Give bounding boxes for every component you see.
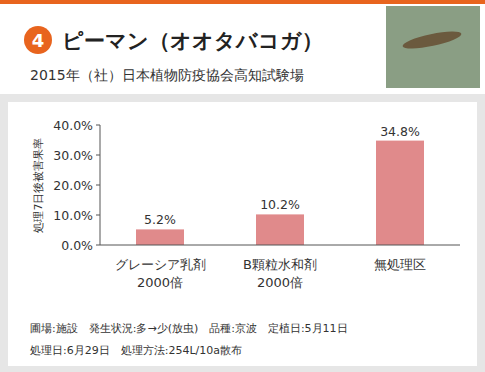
y-tick-label: 10.0%: [53, 208, 93, 223]
photo-caterpillar: [401, 28, 462, 52]
y-axis-label: 処理7日後被害果率: [32, 138, 45, 233]
x-tick-label-line: 2000倍: [257, 275, 303, 290]
x-tick-label: グレーシア乳剤 2000倍: [115, 257, 206, 290]
root: 4 ピーマン（オオタバコガ） 2015年（社）日本植物防疫協会高知試験場処理7日後被…: [0, 0, 485, 372]
bar: [136, 229, 184, 245]
x-tick-label-line: B顆粒水和剤: [243, 257, 317, 272]
top-stripe: [0, 0, 485, 4]
y-tick: [96, 215, 100, 216]
y-tick-label: 30.0%: [53, 148, 93, 163]
footer-line: 処理日:6月29日 処理方法:254L/10a散布: [30, 344, 242, 357]
bar: [376, 141, 424, 245]
data-label: 5.2%: [144, 212, 176, 227]
y-tick: [96, 245, 100, 246]
x-tick-label-line: グレーシア乳剤: [115, 257, 206, 272]
footer-line: 圃場:施設 発生状況:多→少(放虫) 品種:京波 定植日:5月11日: [30, 322, 348, 335]
x-axis: [100, 245, 460, 246]
y-tick: [96, 155, 100, 156]
y-tick: [96, 185, 100, 186]
chart-svg: 4 ピーマン（オオタバコガ） 2015年（社）日本植物防疫協会高知試験場処理7日後被…: [0, 0, 485, 372]
background: [0, 0, 485, 372]
x-tick-label-line: 2000倍: [137, 275, 183, 290]
y-axis: [100, 125, 101, 245]
x-tick-label: B顆粒水和剤 2000倍: [243, 257, 317, 290]
data-label: 34.8%: [380, 124, 420, 139]
data-label: 10.2%: [260, 197, 300, 212]
y-tick-label: 40.0%: [53, 118, 93, 133]
badge: [24, 26, 52, 54]
card: [8, 102, 477, 366]
y-tick: [96, 125, 100, 126]
panel: [0, 94, 485, 372]
x-tick-label-line: 無処理区: [374, 257, 426, 272]
x-tick-label: 無処理区: [374, 257, 426, 272]
photo: [386, 6, 480, 88]
y-tick-label: 20.0%: [53, 178, 93, 193]
bar: [256, 214, 304, 245]
subtitle: 2015年（社）日本植物防疫協会高知試験場: [30, 67, 304, 83]
bars: [136, 141, 424, 245]
badge-number: 4: [32, 30, 45, 51]
title: ピーマン（オオタバコガ）: [62, 29, 323, 53]
y-tick-label: 0.0%: [61, 238, 93, 253]
